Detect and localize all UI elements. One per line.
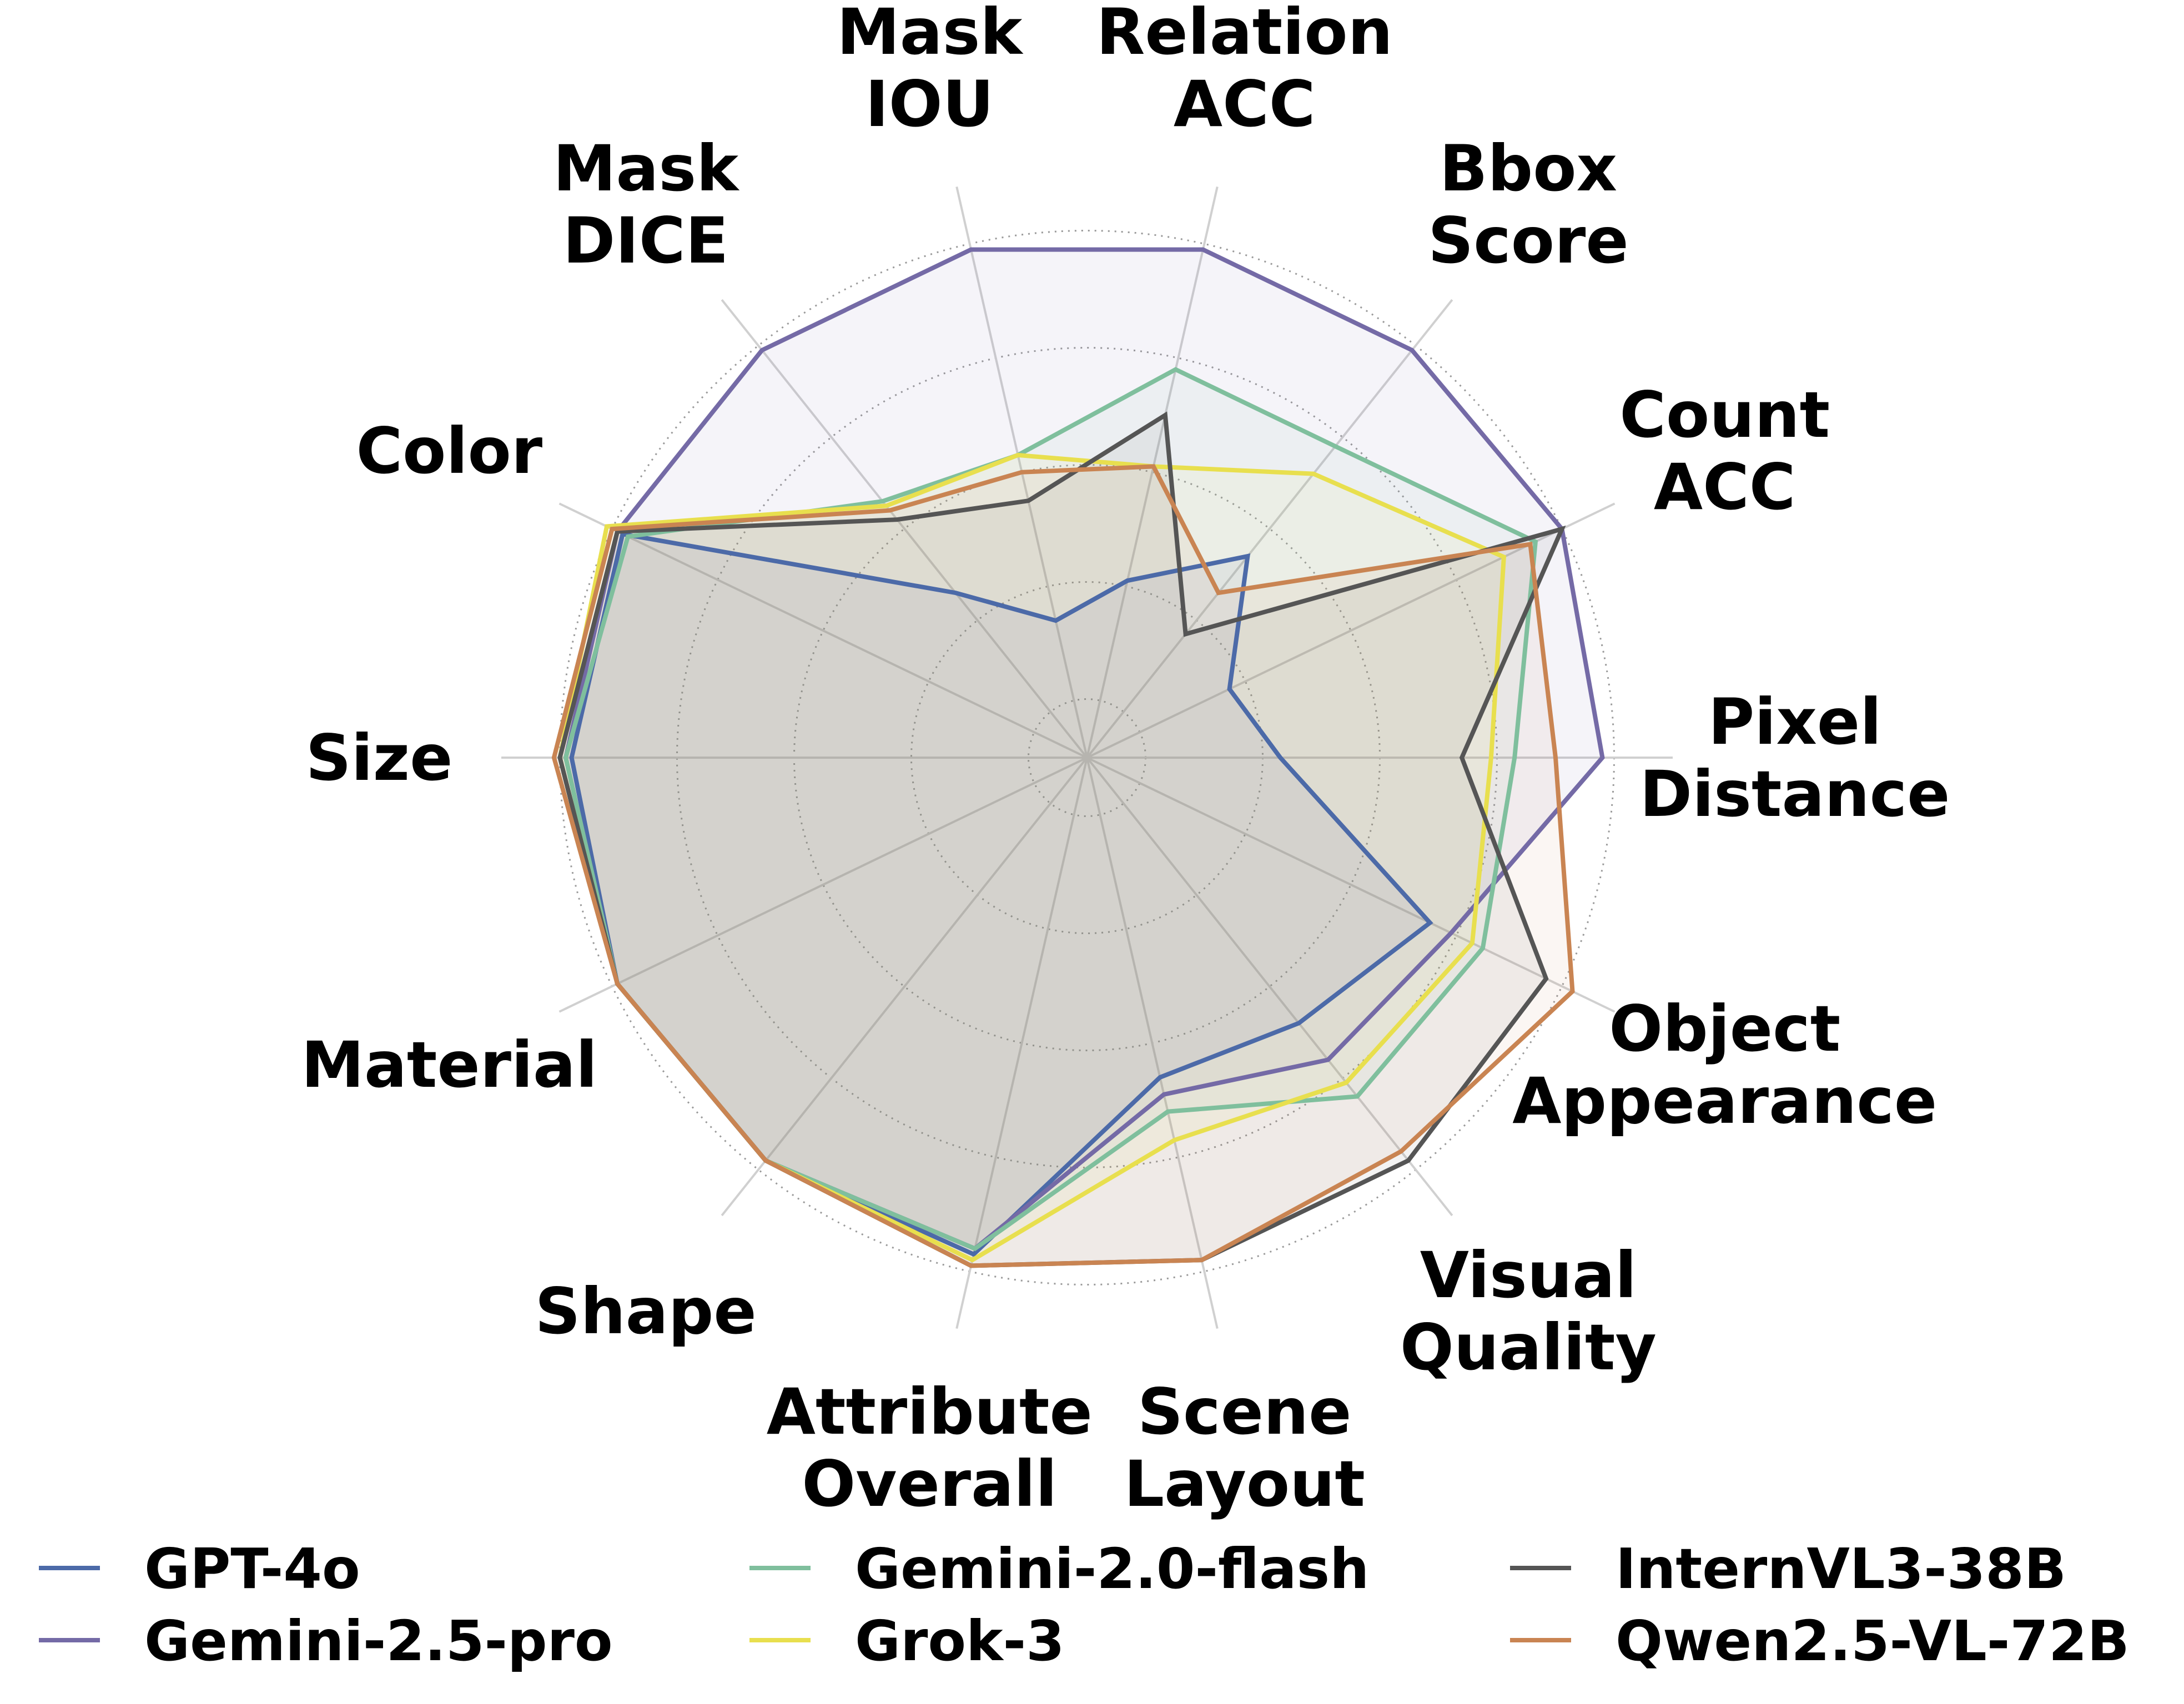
legend-label: Gemini-2.5-pro bbox=[144, 1609, 613, 1673]
legend-label: Qwen2.5-VL-72B bbox=[1616, 1609, 2130, 1673]
axis-label-line: Mask bbox=[553, 132, 739, 205]
series-line-internvl3-38b bbox=[557, 411, 1566, 1268]
axis-label-mask-dice: Mask DICE bbox=[553, 132, 739, 278]
axis-spoke-color bbox=[558, 502, 1088, 759]
legend-item-internvl3-38b: InternVL3-38B bbox=[1510, 1536, 2066, 1601]
axis-label-line: ACC bbox=[1174, 67, 1316, 141]
series-fill-gemini-2-0-flash bbox=[566, 369, 1536, 1249]
axis-spoke-object-appearance bbox=[1086, 757, 1616, 1013]
legend-item-qwen2-5-vl-72b: Qwen2.5-VL-72B bbox=[1510, 1609, 2130, 1673]
legend-label: Gemini-2.0-flash bbox=[855, 1536, 1369, 1601]
axis-spoke-bbox-score bbox=[1086, 299, 1453, 759]
radar-grid bbox=[501, 186, 1673, 1329]
series-line-gpt-4o bbox=[569, 531, 1433, 1257]
legend-label: InternVL3-38B bbox=[1616, 1536, 2066, 1601]
axis-spoke-material bbox=[558, 757, 1088, 1013]
axis-label-line: Shape bbox=[535, 1274, 757, 1348]
legend-item-gpt-4o: GPT-4o bbox=[39, 1536, 360, 1601]
axis-label-material: Material bbox=[301, 1028, 597, 1102]
legend-label: Grok-3 bbox=[855, 1609, 1065, 1673]
axis-label-bbox-score: Bbox Score bbox=[1428, 132, 1629, 278]
axis-label-line: Visual bbox=[1420, 1238, 1637, 1312]
axis-label-line: IOU bbox=[865, 67, 994, 141]
axis-label-line: Count bbox=[1619, 378, 1830, 452]
axis-label-line: Score bbox=[1428, 204, 1629, 278]
legend-item-grok-3: Grok-3 bbox=[749, 1609, 1065, 1673]
axis-label-line: Scene bbox=[1138, 1375, 1351, 1449]
axis-label-line: Layout bbox=[1124, 1447, 1365, 1521]
axis-label-line: Overall bbox=[802, 1447, 1057, 1521]
axis-label-line: DICE bbox=[563, 204, 729, 278]
legend-item-gemini-2-0-flash: Gemini-2.0-flash bbox=[749, 1536, 1369, 1601]
axis-label-line: Bbox bbox=[1440, 132, 1617, 205]
axis-label-visual-quality: Visual Quality bbox=[1400, 1238, 1657, 1384]
axis-label-line: ACC bbox=[1654, 450, 1796, 524]
series-line-qwen2-5-vl-72b bbox=[551, 464, 1575, 1268]
axis-label-mask-iou: Mask IOU bbox=[837, 0, 1023, 141]
axis-label-line: Color bbox=[356, 414, 542, 488]
axis-spoke-relation-acc bbox=[1086, 186, 1219, 758]
axis-label-pixel-distance: Pixel Distance bbox=[1639, 685, 1950, 831]
axis-spoke-shape bbox=[721, 757, 1088, 1217]
axis-spoke-visual-quality bbox=[1086, 757, 1453, 1217]
series-fill-gemini-2-5-pro bbox=[566, 249, 1603, 1249]
axis-label-line: Attribute bbox=[767, 1375, 1093, 1449]
legend: GPT-4o Gemini-2.5-pro Gemini-2.0-flash Grok… bbox=[39, 1536, 2130, 1673]
axis-label-line: Material bbox=[301, 1028, 597, 1102]
axis-label-line: Object bbox=[1609, 992, 1840, 1066]
axis-spoke-attribute-overall bbox=[955, 757, 1088, 1329]
series-fill-gpt-4o bbox=[571, 534, 1430, 1254]
legend-item-gemini-2-5-pro: Gemini-2.5-pro bbox=[39, 1609, 613, 1673]
axis-label-attribute-overall: Attribute Overall bbox=[767, 1375, 1093, 1521]
series-fills bbox=[553, 249, 1603, 1266]
series-fill-grok-3 bbox=[560, 455, 1504, 1261]
axis-label-line: Appearance bbox=[1512, 1064, 1937, 1138]
legend-label: GPT-4o bbox=[144, 1536, 360, 1601]
axis-spoke-scene-layout bbox=[1086, 757, 1219, 1329]
axis-label-line: Quality bbox=[1400, 1310, 1657, 1384]
axis-label-shape: Shape bbox=[535, 1274, 757, 1348]
axis-label-object-appearance: Object Appearance bbox=[1512, 992, 1937, 1138]
axis-label-color: Color bbox=[356, 414, 542, 488]
axis-label-scene-layout: Scene Layout bbox=[1124, 1375, 1365, 1521]
series-fill-qwen2-5-vl-72b bbox=[553, 466, 1573, 1266]
axis-label-relation-acc: Relation ACC bbox=[1096, 0, 1393, 141]
axis-label-line: Distance bbox=[1639, 757, 1950, 831]
axis-label-size: Size bbox=[306, 721, 453, 795]
series-fill-internvl3-38b bbox=[560, 415, 1562, 1266]
axis-label-line: Size bbox=[306, 721, 453, 795]
axis-label-line: Mask bbox=[837, 0, 1023, 69]
series-lines bbox=[551, 247, 1605, 1268]
axis-label-line: Relation bbox=[1096, 0, 1393, 69]
axis-spoke-mask-dice bbox=[721, 299, 1088, 759]
axis-label-line: Pixel bbox=[1708, 685, 1882, 759]
axis-label-count-acc: Count ACC bbox=[1619, 378, 1830, 524]
